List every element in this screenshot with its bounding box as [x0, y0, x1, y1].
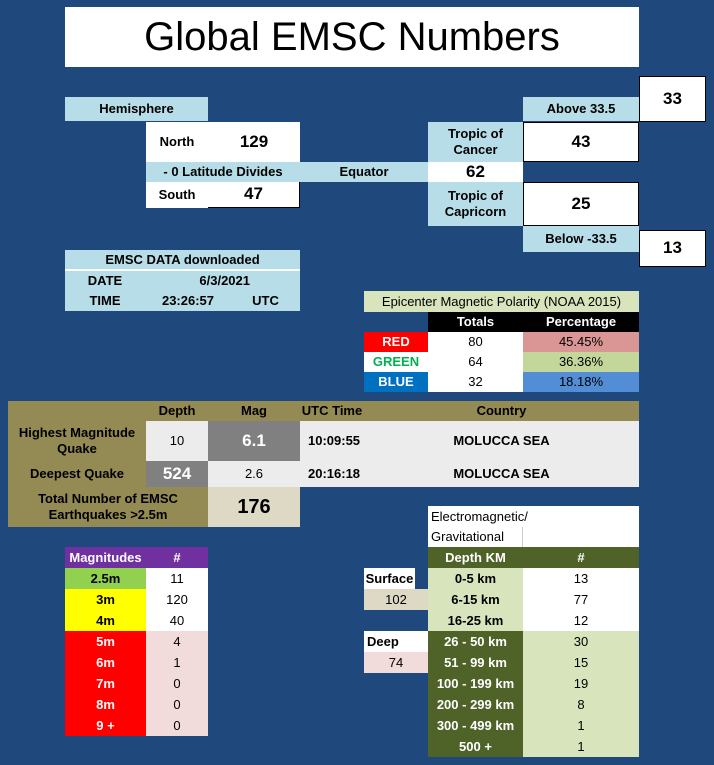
download-header: EMSC DATA downloaded: [65, 250, 300, 271]
deepest-quake-label: Deepest Quake: [8, 461, 146, 487]
tropic-cancer-label: Tropic of Cancer: [428, 122, 523, 162]
total-quakes-label: Total Number of EMSC Earthquakes >2.5m: [8, 487, 208, 527]
mag-row-count: 11: [146, 568, 208, 589]
depth-row-range: 500 +: [428, 736, 523, 757]
page-title: Global EMSC Numbers: [65, 7, 639, 67]
polarity-green-pct: 36.36%: [523, 352, 639, 372]
depth-header: Depth KM: [428, 547, 523, 568]
depth-row-count: 13: [523, 568, 639, 589]
deep-label: Deep: [364, 631, 428, 652]
polarity-red-total: 80: [428, 332, 523, 352]
highest-quake-label: Highest Magnitude Quake: [8, 421, 146, 461]
mag-row-count: 0: [146, 715, 208, 736]
time-zone: UTC: [231, 291, 300, 311]
polarity-col-percentage: Percentage: [523, 312, 639, 332]
polarity-red-label: RED: [364, 332, 428, 352]
mag-row-count: 40: [146, 610, 208, 631]
col-mag: Mag: [208, 401, 300, 421]
magnitudes-count-header: #: [146, 547, 208, 568]
time-value: 23:26:57: [145, 291, 231, 311]
depth-row-count: 30: [523, 631, 639, 652]
total-quakes-value: 176: [208, 487, 300, 527]
tropic-capricorn-label: Tropic of Capricorn: [428, 182, 523, 226]
deep-value: 74: [364, 652, 428, 673]
mag-row-label: 4m: [65, 610, 146, 631]
south-value: 47: [208, 182, 300, 208]
north-value: 129: [208, 122, 300, 162]
depth-row-count: 15: [523, 652, 639, 673]
highest-quake-mag: 6.1: [208, 421, 300, 461]
depth-row-range: 100 - 199 km: [428, 673, 523, 694]
depth-row-count: 1: [523, 736, 639, 757]
time-label: TIME: [65, 291, 145, 311]
deepest-quake-mag: 2.6: [208, 461, 300, 487]
hemisphere-header: Hemisphere: [65, 97, 208, 121]
deepest-quake-utc: 20:16:18: [300, 461, 364, 487]
depth-title-line1: Electromagnetic/: [428, 506, 639, 527]
mag-row-label: 3m: [65, 589, 146, 610]
tropic-capricorn-value: 25: [523, 182, 639, 226]
depth-row-range: 200 - 299 km: [428, 694, 523, 715]
above-value: 33: [639, 76, 706, 122]
quake-header-blank: [8, 401, 146, 421]
divides-label: - 0 Latitude Divides: [146, 162, 300, 182]
below-value: 13: [639, 230, 706, 267]
equator-label: Equator: [300, 162, 428, 182]
deepest-quake-country: MOLUCCA SEA: [364, 461, 639, 487]
highest-quake-utc: 10:09:55: [300, 421, 364, 461]
highest-quake-depth: 10: [146, 421, 208, 461]
polarity-blue-total: 32: [428, 372, 523, 392]
highest-quake-country: MOLUCCA SEA: [364, 421, 639, 461]
polarity-green-total: 64: [428, 352, 523, 372]
surface-label: Surface: [364, 568, 415, 589]
tropic-cancer-value: 43: [523, 122, 639, 162]
mag-row-label: 7m: [65, 673, 146, 694]
date-label: DATE: [65, 271, 145, 291]
depth-title-line2: Gravitational: [428, 527, 523, 547]
deepest-quake-depth: 524: [146, 461, 208, 487]
col-country: Country: [364, 401, 639, 421]
magnitudes-header: Magnitudes: [65, 547, 146, 568]
below-label: Below -33.5: [523, 226, 639, 252]
above-label: Above 33.5: [523, 97, 639, 121]
mag-row-count: 4: [146, 631, 208, 652]
depth-row-range: 16-25 km: [428, 610, 523, 631]
polarity-title: Epicenter Magnetic Polarity (NOAA 2015): [364, 291, 639, 312]
polarity-header-spacer: [364, 312, 428, 332]
depth-title-blank: [523, 527, 639, 547]
mag-row-count: 0: [146, 673, 208, 694]
depth-row-range: 26 - 50 km: [428, 631, 523, 652]
depth-row-count: 1: [523, 715, 639, 736]
mag-row-label: 6m: [65, 652, 146, 673]
equator-value: 62: [428, 162, 523, 182]
depth-row-count: 77: [523, 589, 639, 610]
date-value: 6/3/2021: [145, 271, 300, 291]
mag-row-label: 5m: [65, 631, 146, 652]
polarity-red-pct: 45.45%: [523, 332, 639, 352]
polarity-green-label: GREEN: [364, 352, 428, 372]
depth-row-range: 300 - 499 km: [428, 715, 523, 736]
mag-row-count: 0: [146, 694, 208, 715]
depth-row-range: 51 - 99 km: [428, 652, 523, 673]
mag-row-label: 9 +: [65, 715, 146, 736]
mag-row-label: 8m: [65, 694, 146, 715]
depth-row-count: 19: [523, 673, 639, 694]
depth-row-count: 12: [523, 610, 639, 631]
polarity-col-totals: Totals: [428, 312, 523, 332]
south-label: South: [146, 182, 208, 208]
depth-row-count: 8: [523, 694, 639, 715]
polarity-blue-label: BLUE: [364, 372, 428, 392]
north-label: North: [146, 122, 208, 162]
depth-row-range: 6-15 km: [428, 589, 523, 610]
depth-row-range: 0-5 km: [428, 568, 523, 589]
mag-row-count: 120: [146, 589, 208, 610]
mag-row-count: 1: [146, 652, 208, 673]
surface-value: 102: [364, 589, 428, 610]
mag-row-label: 2.5m: [65, 568, 146, 589]
col-utc-time: UTC Time: [300, 401, 364, 421]
polarity-blue-pct: 18.18%: [523, 372, 639, 392]
depth-count-header: #: [523, 547, 639, 568]
col-depth: Depth: [146, 401, 208, 421]
